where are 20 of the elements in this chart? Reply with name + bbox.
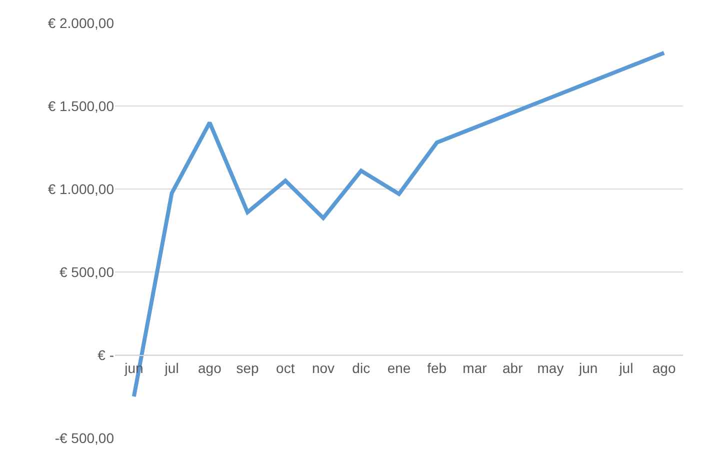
x-tick-label: may <box>537 360 564 376</box>
y-tick-label: € 1.500,00 <box>48 98 114 114</box>
x-tick-label: mar <box>462 360 488 376</box>
x-tick-label: jul <box>164 360 179 376</box>
x-tick-label: jul <box>618 360 634 376</box>
x-tick-label: feb <box>427 360 447 376</box>
x-tick-label: ene <box>387 360 411 376</box>
y-tick-label: € 1.000,00 <box>48 180 114 197</box>
x-tick-label: sep <box>236 360 260 376</box>
y-tick-label: -€ 500,00 <box>54 430 114 446</box>
y-tick-label: € 2.000,00 <box>48 14 114 31</box>
y-tick-label: € - <box>98 346 114 363</box>
y-tick-label: € 500,00 <box>60 264 114 280</box>
x-tick-label: oct <box>276 360 295 376</box>
x-tick-label: dic <box>352 360 370 376</box>
x-tick-label: ago <box>652 360 676 376</box>
x-tick-label: ago <box>198 360 222 376</box>
x-tick-label: nov <box>312 360 335 376</box>
x-tick-label: abr <box>502 360 524 376</box>
x-tick-label: jun <box>578 360 598 376</box>
